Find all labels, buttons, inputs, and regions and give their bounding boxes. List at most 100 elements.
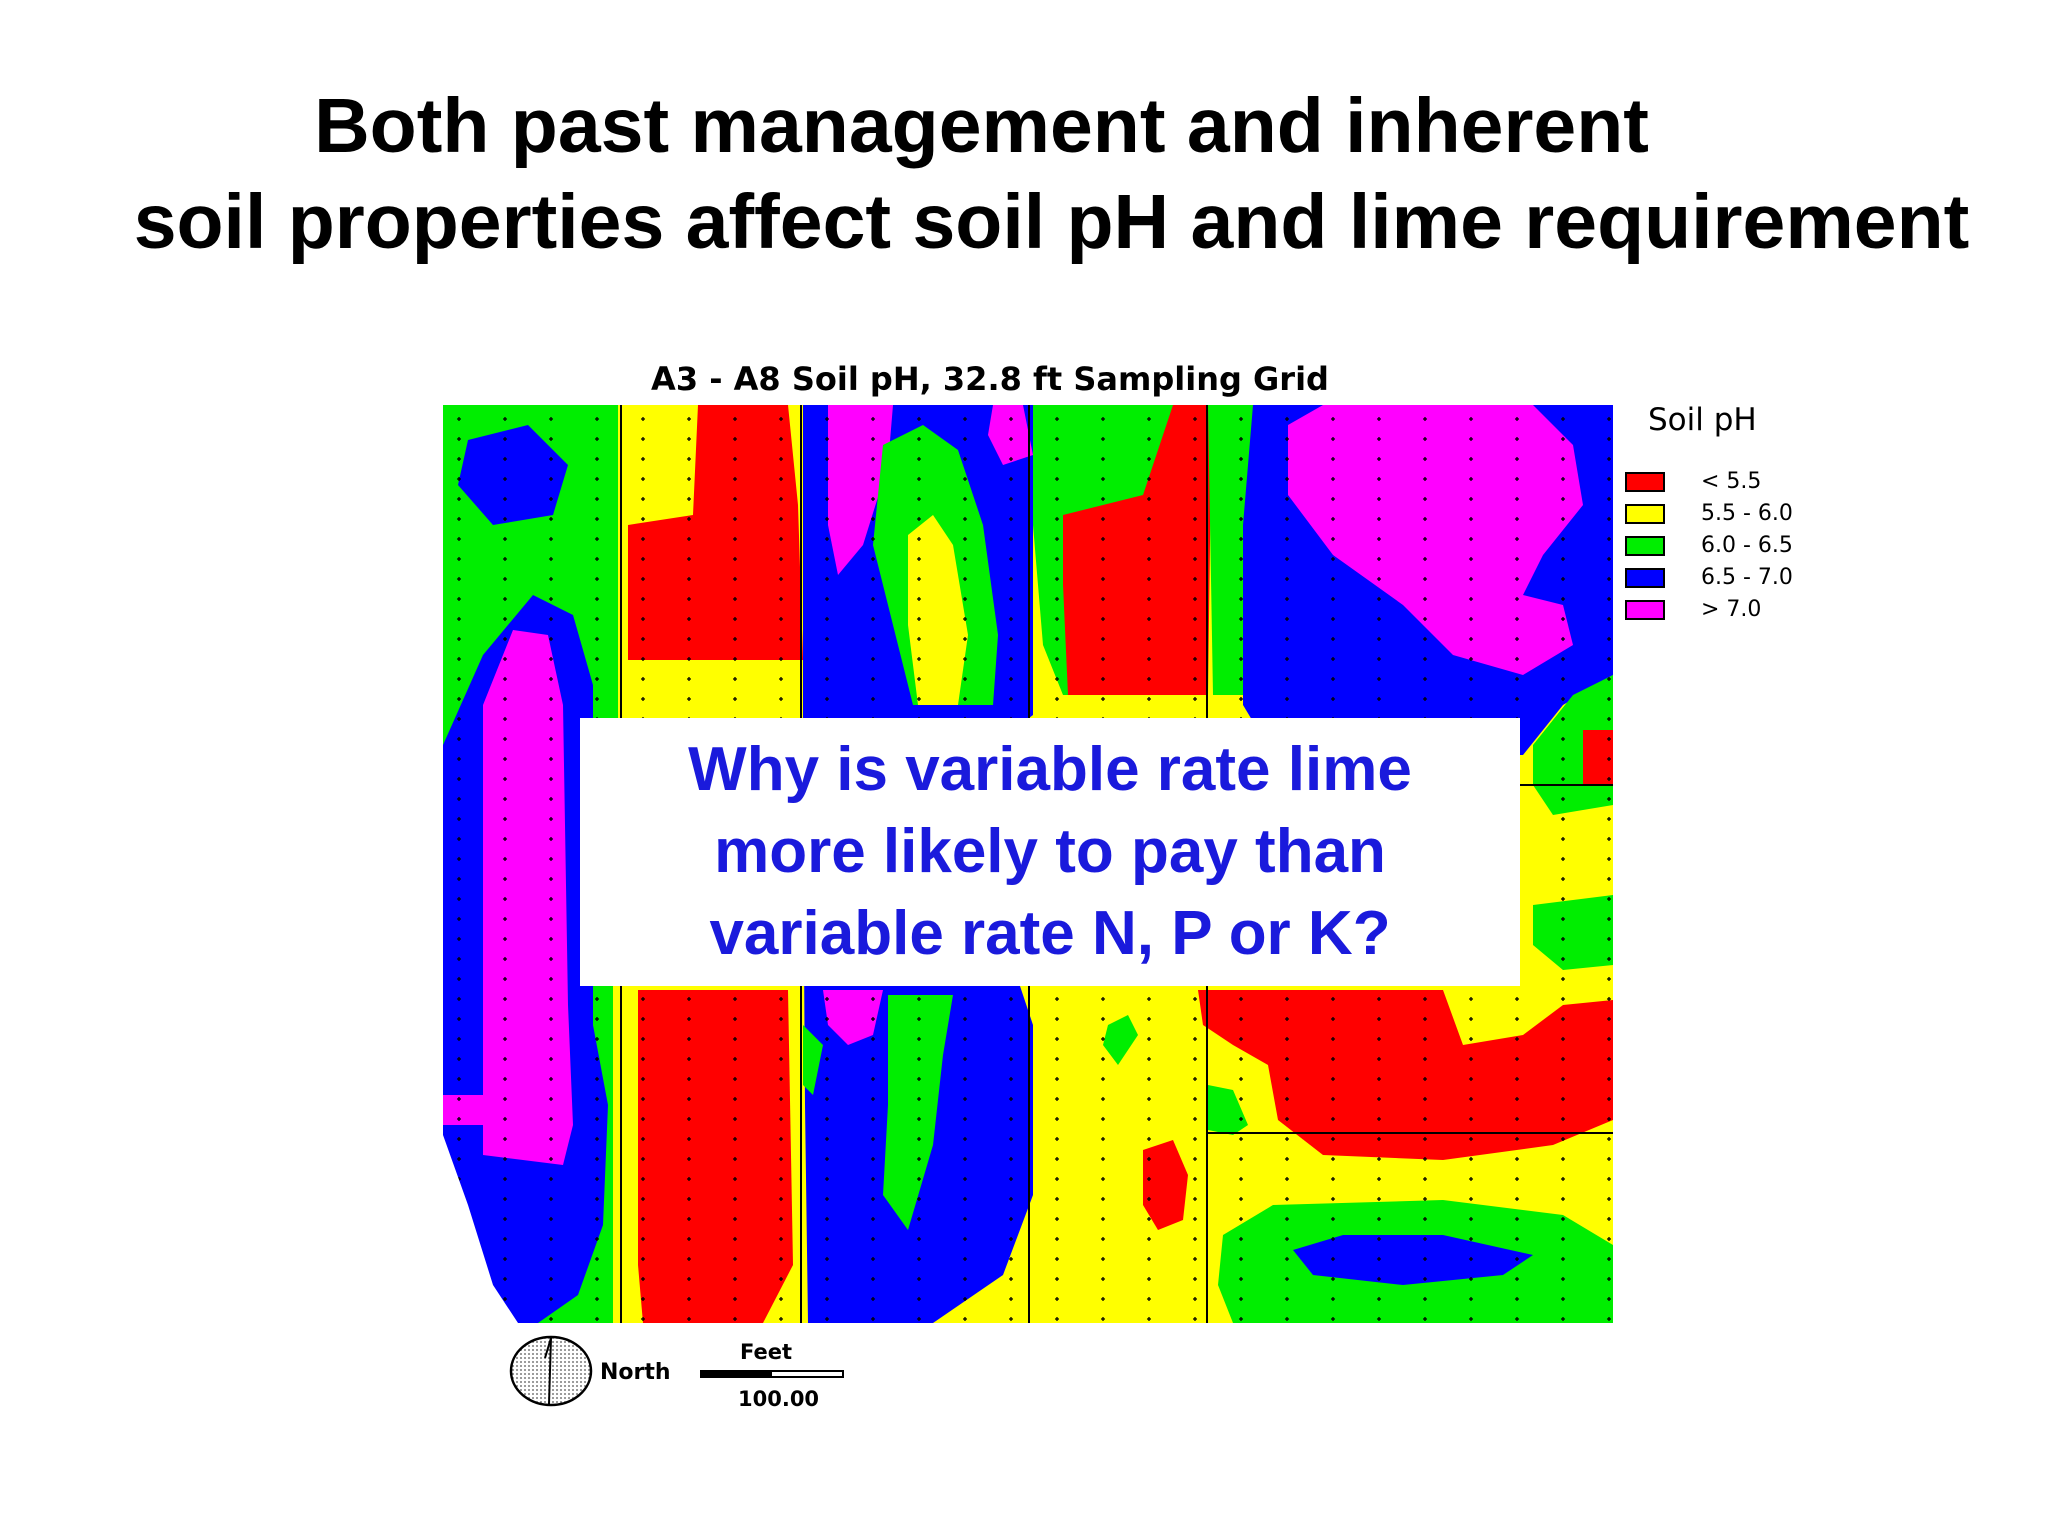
sampling-point (1193, 1077, 1197, 1081)
sampling-point (549, 1257, 553, 1261)
sampling-point (1009, 677, 1013, 681)
sampling-point (595, 1037, 599, 1041)
sampling-point (1147, 437, 1151, 441)
sampling-point (779, 1017, 783, 1021)
sampling-point (641, 1237, 645, 1241)
sampling-point (687, 1257, 691, 1261)
sampling-point (779, 997, 783, 1001)
sampling-point (1469, 657, 1473, 661)
sampling-point (779, 1177, 783, 1181)
sampling-point (1147, 537, 1151, 541)
sampling-point (1607, 457, 1611, 461)
sampling-point (825, 437, 829, 441)
sampling-point (457, 997, 461, 1001)
sampling-point (549, 1157, 553, 1161)
sampling-point (1515, 1037, 1519, 1041)
sampling-point (963, 577, 967, 581)
sampling-point (457, 1137, 461, 1141)
sampling-point (687, 597, 691, 601)
sampling-point (503, 917, 507, 921)
sampling-point (1561, 977, 1565, 981)
sampling-point (1193, 697, 1197, 701)
sampling-point (1239, 1257, 1243, 1261)
sampling-point (503, 837, 507, 841)
sampling-point (503, 997, 507, 1001)
sampling-point (641, 1077, 645, 1081)
sampling-point (1331, 477, 1335, 481)
sampling-point (503, 657, 507, 661)
sampling-point (825, 1257, 829, 1261)
sampling-point (1469, 997, 1473, 1001)
sampling-point (1607, 1037, 1611, 1041)
sampling-point (1239, 537, 1243, 541)
sampling-point (457, 717, 461, 721)
sampling-point (1561, 1257, 1565, 1261)
sampling-point (549, 817, 553, 821)
sampling-point (1607, 937, 1611, 941)
sampling-point (687, 1197, 691, 1201)
sampling-point (963, 537, 967, 541)
sampling-point (917, 437, 921, 441)
sampling-point (779, 437, 783, 441)
sampling-point (549, 737, 553, 741)
sampling-point (1193, 1177, 1197, 1181)
sampling-point (733, 1257, 737, 1261)
sampling-point (825, 1217, 829, 1221)
sampling-point (1101, 997, 1105, 1001)
sampling-point (1469, 1137, 1473, 1141)
sampling-point (1239, 1217, 1243, 1221)
sampling-point (1331, 1317, 1335, 1321)
sampling-point (687, 697, 691, 701)
sampling-point (549, 517, 553, 521)
sampling-point (1561, 737, 1565, 741)
sampling-point (1285, 1297, 1289, 1301)
sampling-point (825, 517, 829, 521)
sampling-point (549, 937, 553, 941)
sampling-point (687, 1097, 691, 1101)
sampling-point (1331, 437, 1335, 441)
sampling-point (779, 597, 783, 601)
sampling-point (641, 1137, 645, 1141)
sampling-point (917, 1197, 921, 1201)
sampling-point (1561, 1177, 1565, 1181)
sampling-point (1561, 757, 1565, 761)
sampling-point (595, 477, 599, 481)
sampling-point (1285, 577, 1289, 581)
sampling-point (1607, 497, 1611, 501)
sampling-point (1607, 677, 1611, 681)
sampling-point (641, 557, 645, 561)
sampling-point (1239, 617, 1243, 621)
sampling-point (1377, 1257, 1381, 1261)
sampling-point (1101, 1137, 1105, 1141)
sampling-point (549, 1237, 553, 1241)
sampling-point (1607, 1017, 1611, 1021)
sampling-point (1239, 657, 1243, 661)
sampling-point (963, 1097, 967, 1101)
sampling-point (1377, 1077, 1381, 1081)
zone-ph-6-0-6-5 (1533, 895, 1613, 970)
sampling-point (457, 477, 461, 481)
sampling-point (779, 1277, 783, 1281)
sampling-point (733, 1097, 737, 1101)
sampling-point (825, 1157, 829, 1161)
sampling-point (963, 1317, 967, 1321)
sampling-point (733, 437, 737, 441)
sampling-point (963, 1237, 967, 1241)
sampling-point (1101, 1117, 1105, 1121)
sampling-point (549, 837, 553, 841)
sampling-point (1009, 417, 1013, 421)
sampling-point (1101, 1057, 1105, 1061)
sampling-point (1607, 1217, 1611, 1221)
sampling-point (457, 977, 461, 981)
sampling-point (1607, 917, 1611, 921)
sampling-point (687, 1057, 691, 1061)
sampling-point (1607, 1137, 1611, 1141)
sampling-point (595, 1217, 599, 1221)
sampling-point (1607, 1157, 1611, 1161)
sampling-point (641, 1057, 645, 1061)
sampling-point (963, 457, 967, 461)
sampling-point (917, 417, 921, 421)
sampling-point (733, 657, 737, 661)
sampling-point (1239, 637, 1243, 641)
sampling-point (1009, 437, 1013, 441)
